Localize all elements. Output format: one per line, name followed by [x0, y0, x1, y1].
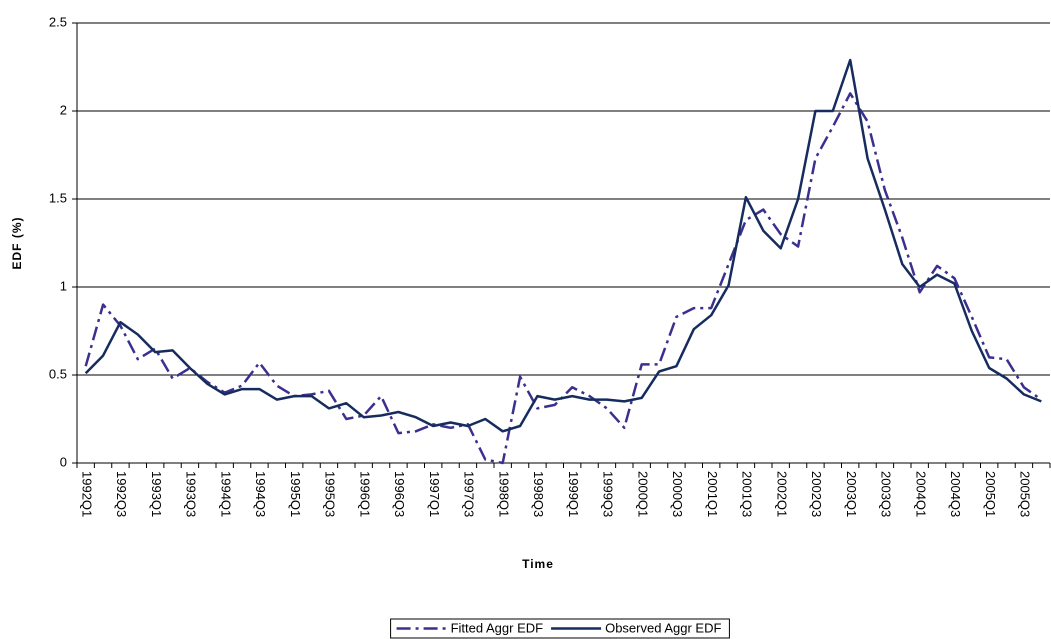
x-tick-label: 1998Q1	[496, 471, 511, 517]
x-tick-label: 2001Q1	[705, 471, 720, 517]
x-tick-label: 2002Q1	[774, 471, 789, 517]
x-tick-label: 1997Q1	[427, 471, 442, 517]
x-axis-title: Time	[522, 557, 554, 571]
x-tick-label: 1992Q1	[79, 471, 94, 517]
y-tick-label: 2	[60, 102, 67, 117]
x-tick-label: 1994Q3	[253, 471, 268, 517]
legend-label: Observed Aggr EDF	[605, 620, 721, 635]
x-tick-label: 2000Q1	[635, 471, 650, 517]
legend-label: Fitted Aggr EDF	[451, 620, 544, 635]
y-tick-label: 2.5	[49, 14, 67, 29]
x-tick-label: 1996Q1	[357, 471, 372, 517]
x-tick-label: 1995Q3	[323, 471, 338, 517]
y-tick-label: 1.5	[49, 190, 67, 205]
x-tick-label: 1994Q1	[218, 471, 233, 517]
y-tick-label: 0	[60, 454, 67, 469]
y-tick-label: 1	[60, 278, 67, 293]
series-line	[84, 92, 1043, 465]
x-tick-label: 2001Q3	[740, 471, 755, 517]
series-line	[84, 58, 1042, 433]
x-tick-label: 2000Q3	[670, 471, 685, 517]
x-tick-label: 1999Q3	[601, 471, 616, 517]
y-axis-title: EDF (%)	[10, 217, 24, 270]
x-tick-label: 2003Q3	[879, 471, 894, 517]
x-tick-label: 1998Q3	[531, 471, 546, 517]
x-tick-label: 2003Q1	[844, 471, 859, 517]
legend: Fitted Aggr EDF Observed Aggr EDF	[390, 618, 730, 639]
x-tick-label: 2004Q3	[948, 471, 963, 517]
x-tick-label: 2002Q3	[809, 471, 824, 517]
x-tick-label: 1992Q3	[114, 471, 129, 517]
x-tick-label: 1993Q3	[184, 471, 199, 517]
x-tick-label: 1999Q1	[566, 471, 581, 517]
x-tick-label: 1997Q3	[462, 471, 477, 517]
x-tick-label: 2005Q1	[983, 471, 998, 517]
x-tick-label: 2005Q3	[1018, 471, 1033, 517]
x-tick-label: 2004Q1	[913, 471, 928, 517]
y-tick-label: 0.5	[49, 366, 67, 381]
x-tick-label: 1993Q1	[149, 471, 164, 517]
x-tick-label: 1996Q3	[392, 471, 407, 517]
x-tick-label: 1995Q1	[288, 471, 303, 517]
